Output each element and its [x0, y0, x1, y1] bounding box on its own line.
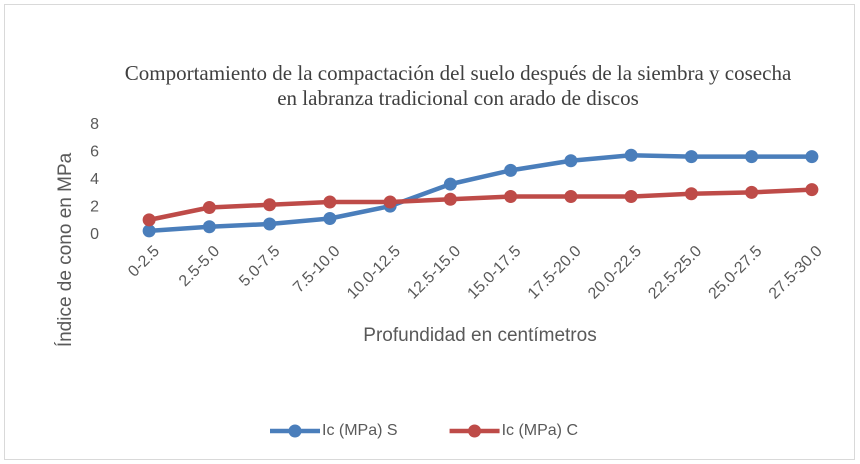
- data-point: [323, 212, 337, 225]
- data-point: [383, 195, 397, 209]
- y-tick-label: 0: [90, 226, 99, 243]
- x-axis-label: Profundidad en centímetros: [363, 325, 596, 346]
- data-point: [745, 150, 759, 164]
- data-point: [564, 154, 578, 168]
- y-tick-label: 4: [90, 171, 99, 188]
- data-point: [684, 187, 698, 201]
- data-point: [504, 190, 518, 203]
- data-point: [263, 198, 277, 212]
- data-point: [504, 163, 518, 177]
- data-point: [263, 217, 277, 231]
- chart-title: Comportamiento de la compactación del su…: [125, 61, 792, 110]
- data-point: [684, 150, 698, 164]
- series-line: [148, 153, 812, 234]
- data-point: [443, 192, 457, 206]
- data-point: [202, 201, 216, 214]
- data-point: [142, 213, 156, 227]
- data-point: [443, 177, 457, 191]
- y-axis-label: Índice de cono en MPa: [55, 152, 76, 347]
- y-tick-label: 2: [90, 199, 99, 216]
- legend-label: Ic (MPa) S: [322, 422, 398, 439]
- legend-marker: [288, 424, 302, 438]
- y-tick-label: 8: [90, 116, 99, 133]
- data-point: [805, 150, 819, 164]
- y-tick-label: 6: [90, 144, 99, 161]
- data-point: [323, 195, 337, 209]
- series-line: [148, 187, 812, 223]
- data-point: [624, 190, 638, 203]
- data-point: [142, 224, 156, 238]
- data-point: [202, 220, 216, 234]
- data-point: [564, 190, 578, 203]
- data-point: [624, 148, 638, 162]
- legend-marker: [468, 424, 482, 438]
- legend-label: Ic (MPa) C: [502, 422, 578, 439]
- data-point: [745, 185, 759, 199]
- data-point: [805, 183, 819, 197]
